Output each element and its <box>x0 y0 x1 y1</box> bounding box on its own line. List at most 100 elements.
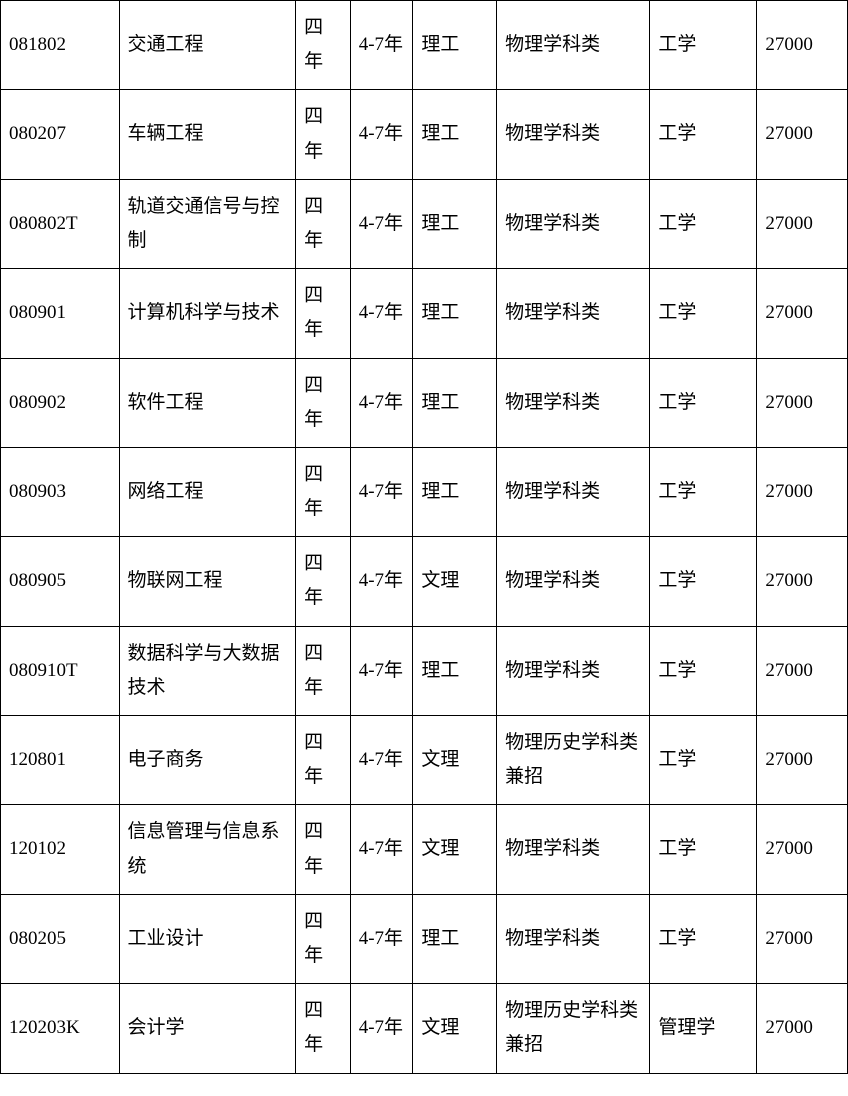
cell-category: 文理 <box>413 537 497 626</box>
cell-degree: 工学 <box>650 805 757 894</box>
cell-duration: 四年 <box>296 537 351 626</box>
cell-subject: 物理学科类 <box>497 269 650 358</box>
cell-degree: 工学 <box>650 894 757 983</box>
cell-name: 轨道交通信号与控制 <box>119 179 296 268</box>
cell-name: 交通工程 <box>119 1 296 90</box>
cell-code: 120203K <box>1 984 120 1073</box>
cell-name: 数据科学与大数据技术 <box>119 626 296 715</box>
table-row: 080205工业设计四年4-7年理工物理学科类工学27000 <box>1 894 848 983</box>
cell-duration: 四年 <box>296 90 351 179</box>
table-row: 080802T轨道交通信号与控制四年4-7年理工物理学科类工学27000 <box>1 179 848 268</box>
cell-code: 080802T <box>1 179 120 268</box>
cell-name: 会计学 <box>119 984 296 1073</box>
cell-subject: 物理历史学科类兼招 <box>497 984 650 1073</box>
cell-code: 120801 <box>1 716 120 805</box>
cell-category: 文理 <box>413 805 497 894</box>
majors-table: 081802交通工程四年4-7年理工物理学科类工学27000080207车辆工程… <box>0 0 848 1074</box>
cell-range: 4-7年 <box>350 358 413 447</box>
cell-subject: 物理学科类 <box>497 894 650 983</box>
cell-subject: 物理学科类 <box>497 537 650 626</box>
cell-name: 电子商务 <box>119 716 296 805</box>
table-row: 080207车辆工程四年4-7年理工物理学科类工学27000 <box>1 90 848 179</box>
cell-fee: 27000 <box>757 537 848 626</box>
cell-duration: 四年 <box>296 805 351 894</box>
cell-fee: 27000 <box>757 179 848 268</box>
cell-subject: 物理学科类 <box>497 626 650 715</box>
cell-degree: 工学 <box>650 537 757 626</box>
cell-subject: 物理学科类 <box>497 179 650 268</box>
cell-duration: 四年 <box>296 894 351 983</box>
cell-category: 文理 <box>413 716 497 805</box>
cell-duration: 四年 <box>296 358 351 447</box>
cell-subject: 物理学科类 <box>497 90 650 179</box>
cell-category: 理工 <box>413 626 497 715</box>
cell-duration: 四年 <box>296 984 351 1073</box>
cell-range: 4-7年 <box>350 805 413 894</box>
cell-duration: 四年 <box>296 716 351 805</box>
cell-code: 081802 <box>1 1 120 90</box>
cell-fee: 27000 <box>757 269 848 358</box>
cell-category: 理工 <box>413 179 497 268</box>
cell-category: 理工 <box>413 1 497 90</box>
cell-code: 080902 <box>1 358 120 447</box>
cell-name: 车辆工程 <box>119 90 296 179</box>
cell-duration: 四年 <box>296 1 351 90</box>
cell-name: 计算机科学与技术 <box>119 269 296 358</box>
cell-category: 文理 <box>413 984 497 1073</box>
table-row: 081802交通工程四年4-7年理工物理学科类工学27000 <box>1 1 848 90</box>
cell-code: 080205 <box>1 894 120 983</box>
cell-range: 4-7年 <box>350 984 413 1073</box>
cell-degree: 工学 <box>650 716 757 805</box>
cell-category: 理工 <box>413 358 497 447</box>
cell-degree: 工学 <box>650 447 757 536</box>
table-row: 080903网络工程四年4-7年理工物理学科类工学27000 <box>1 447 848 536</box>
cell-fee: 27000 <box>757 358 848 447</box>
cell-range: 4-7年 <box>350 90 413 179</box>
cell-range: 4-7年 <box>350 894 413 983</box>
cell-range: 4-7年 <box>350 179 413 268</box>
table-row: 080910T数据科学与大数据技术四年4-7年理工物理学科类工学27000 <box>1 626 848 715</box>
cell-degree: 工学 <box>650 358 757 447</box>
cell-name: 软件工程 <box>119 358 296 447</box>
cell-duration: 四年 <box>296 447 351 536</box>
cell-range: 4-7年 <box>350 716 413 805</box>
cell-code: 120102 <box>1 805 120 894</box>
cell-category: 理工 <box>413 894 497 983</box>
cell-category: 理工 <box>413 90 497 179</box>
cell-name: 物联网工程 <box>119 537 296 626</box>
table-body: 081802交通工程四年4-7年理工物理学科类工学27000080207车辆工程… <box>1 1 848 1074</box>
cell-degree: 工学 <box>650 179 757 268</box>
cell-code: 080207 <box>1 90 120 179</box>
cell-fee: 27000 <box>757 447 848 536</box>
cell-duration: 四年 <box>296 626 351 715</box>
cell-subject: 物理学科类 <box>497 447 650 536</box>
cell-code: 080910T <box>1 626 120 715</box>
cell-subject: 物理学科类 <box>497 358 650 447</box>
cell-range: 4-7年 <box>350 269 413 358</box>
cell-subject: 物理学科类 <box>497 805 650 894</box>
cell-name: 工业设计 <box>119 894 296 983</box>
cell-fee: 27000 <box>757 984 848 1073</box>
cell-degree: 工学 <box>650 626 757 715</box>
table-row: 120203K会计学四年4-7年文理物理历史学科类兼招管理学27000 <box>1 984 848 1073</box>
cell-name: 网络工程 <box>119 447 296 536</box>
cell-duration: 四年 <box>296 179 351 268</box>
cell-degree: 工学 <box>650 269 757 358</box>
cell-subject: 物理学科类 <box>497 1 650 90</box>
table-row: 080902软件工程四年4-7年理工物理学科类工学27000 <box>1 358 848 447</box>
cell-range: 4-7年 <box>350 1 413 90</box>
cell-fee: 27000 <box>757 1 848 90</box>
cell-name: 信息管理与信息系统 <box>119 805 296 894</box>
cell-category: 理工 <box>413 269 497 358</box>
cell-degree: 管理学 <box>650 984 757 1073</box>
table-row: 080901计算机科学与技术四年4-7年理工物理学科类工学27000 <box>1 269 848 358</box>
cell-duration: 四年 <box>296 269 351 358</box>
cell-code: 080905 <box>1 537 120 626</box>
table-row: 120801电子商务四年4-7年文理物理历史学科类兼招工学27000 <box>1 716 848 805</box>
table-row: 080905物联网工程四年4-7年文理物理学科类工学27000 <box>1 537 848 626</box>
cell-range: 4-7年 <box>350 537 413 626</box>
cell-degree: 工学 <box>650 1 757 90</box>
cell-code: 080903 <box>1 447 120 536</box>
cell-fee: 27000 <box>757 805 848 894</box>
cell-degree: 工学 <box>650 90 757 179</box>
